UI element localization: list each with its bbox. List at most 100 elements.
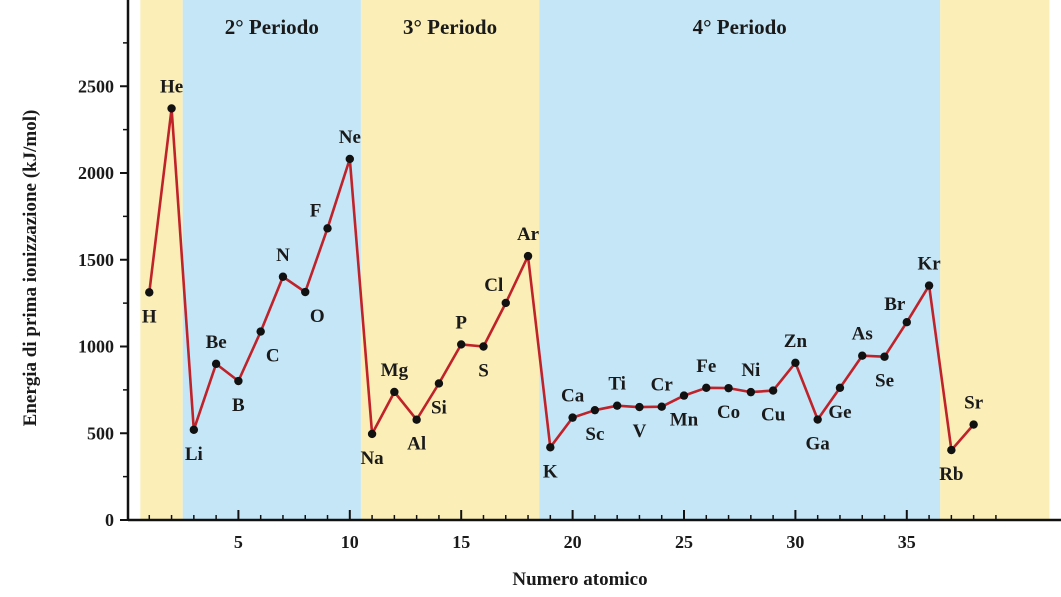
x-tick-label: 20 (564, 532, 582, 552)
period-band (360, 0, 540, 520)
element-label: O (310, 306, 325, 327)
data-point (590, 405, 600, 415)
element-label: Al (407, 434, 426, 455)
y-tick-label: 500 (87, 423, 114, 443)
element-label: Ne (339, 127, 361, 148)
element-label: K (543, 461, 558, 482)
element-label: Mn (670, 410, 699, 431)
data-point (390, 387, 399, 397)
element-label: As (852, 324, 873, 345)
y-axis-title: Energia di prima ionizzazione (kJ/mol) (20, 110, 41, 427)
x-tick-label: 30 (786, 532, 804, 552)
data-point (479, 342, 488, 351)
data-point (523, 251, 533, 261)
data-point (501, 298, 510, 308)
data-point (702, 383, 711, 392)
period-label: 3° Periodo (403, 15, 497, 39)
element-label: V (633, 421, 647, 442)
x-tick-label: 10 (341, 532, 359, 552)
period-label: 2° Periodo (225, 15, 319, 39)
element-label: Se (875, 371, 894, 392)
data-point (902, 318, 911, 327)
element-label: Be (206, 332, 227, 353)
period-band (940, 0, 1050, 520)
data-point (724, 383, 733, 393)
data-point (835, 383, 845, 392)
data-point (457, 340, 466, 349)
data-point (568, 413, 577, 422)
element-label: Cl (484, 275, 503, 296)
element-label: C (266, 346, 280, 367)
data-point (746, 387, 756, 397)
element-label: Ca (561, 386, 585, 407)
element-label: Fe (696, 356, 716, 377)
y-tick-label: 1000 (78, 337, 114, 357)
element-label: Li (185, 444, 203, 465)
data-point (612, 401, 622, 410)
element-label: Rb (939, 464, 963, 485)
data-point (145, 288, 154, 297)
data-point (167, 104, 176, 113)
element-label: Cr (651, 375, 674, 396)
axes: 0 500 1000 1500 2000 2500 5 10 15 20 25 30 35 (78, 0, 1061, 552)
element-label: Na (360, 448, 384, 469)
element-label: H (142, 306, 157, 327)
ionization-energy-line (148, 107, 975, 452)
data-point (924, 281, 934, 290)
period-bands (140, 0, 1050, 520)
data-point (969, 420, 978, 429)
element-label: Ge (828, 402, 851, 423)
x-tick-label: 25 (675, 532, 693, 552)
period-label: 4° Periodo (693, 15, 787, 39)
element-label: Ga (806, 434, 831, 455)
data-point (211, 359, 221, 369)
data-point (412, 415, 421, 424)
data-point (345, 154, 354, 164)
data-point (657, 402, 666, 411)
y-tick-label: 1500 (78, 250, 114, 270)
data-point (278, 272, 288, 281)
data-point (546, 443, 555, 452)
element-label: Sr (964, 393, 984, 414)
element-label: He (160, 76, 183, 97)
element-label: P (455, 312, 467, 333)
element-label: N (276, 245, 290, 266)
data-point (367, 429, 377, 439)
element-label: Mg (381, 360, 409, 381)
y-tick-label: 2000 (78, 163, 114, 183)
element-label: Ar (517, 224, 540, 245)
x-tick-label: 15 (452, 532, 470, 552)
data-point (679, 391, 689, 400)
period-band (539, 0, 941, 520)
element-label: S (478, 361, 489, 382)
data-point (947, 445, 956, 455)
data-point (234, 376, 243, 386)
x-tick-label: 5 (234, 532, 243, 552)
period-band (140, 0, 183, 520)
element-label: Ti (608, 374, 626, 395)
element-label: Br (884, 294, 906, 315)
data-point (858, 351, 867, 360)
period-labels: 2° Periodo 3° Periodo 4° Periodo (225, 15, 787, 39)
element-label: B (232, 395, 245, 416)
x-tick-label: 35 (898, 532, 916, 552)
data-point (880, 352, 889, 361)
element-label: Kr (917, 254, 941, 275)
data-point (301, 287, 310, 297)
data-point (323, 224, 332, 233)
data-series (145, 104, 978, 455)
data-point (768, 386, 778, 395)
element-label: Zn (784, 331, 808, 352)
element-label: Co (717, 402, 740, 423)
element-label: Sc (585, 424, 604, 445)
element-label: Cu (761, 405, 786, 426)
period-band (182, 0, 361, 520)
data-point (256, 327, 265, 336)
data-point (434, 379, 444, 388)
x-axis-title: Numero atomico (512, 569, 647, 590)
data-point (189, 425, 199, 434)
element-label: Ni (741, 360, 760, 381)
element-label: Si (431, 397, 447, 418)
data-point (813, 415, 822, 424)
